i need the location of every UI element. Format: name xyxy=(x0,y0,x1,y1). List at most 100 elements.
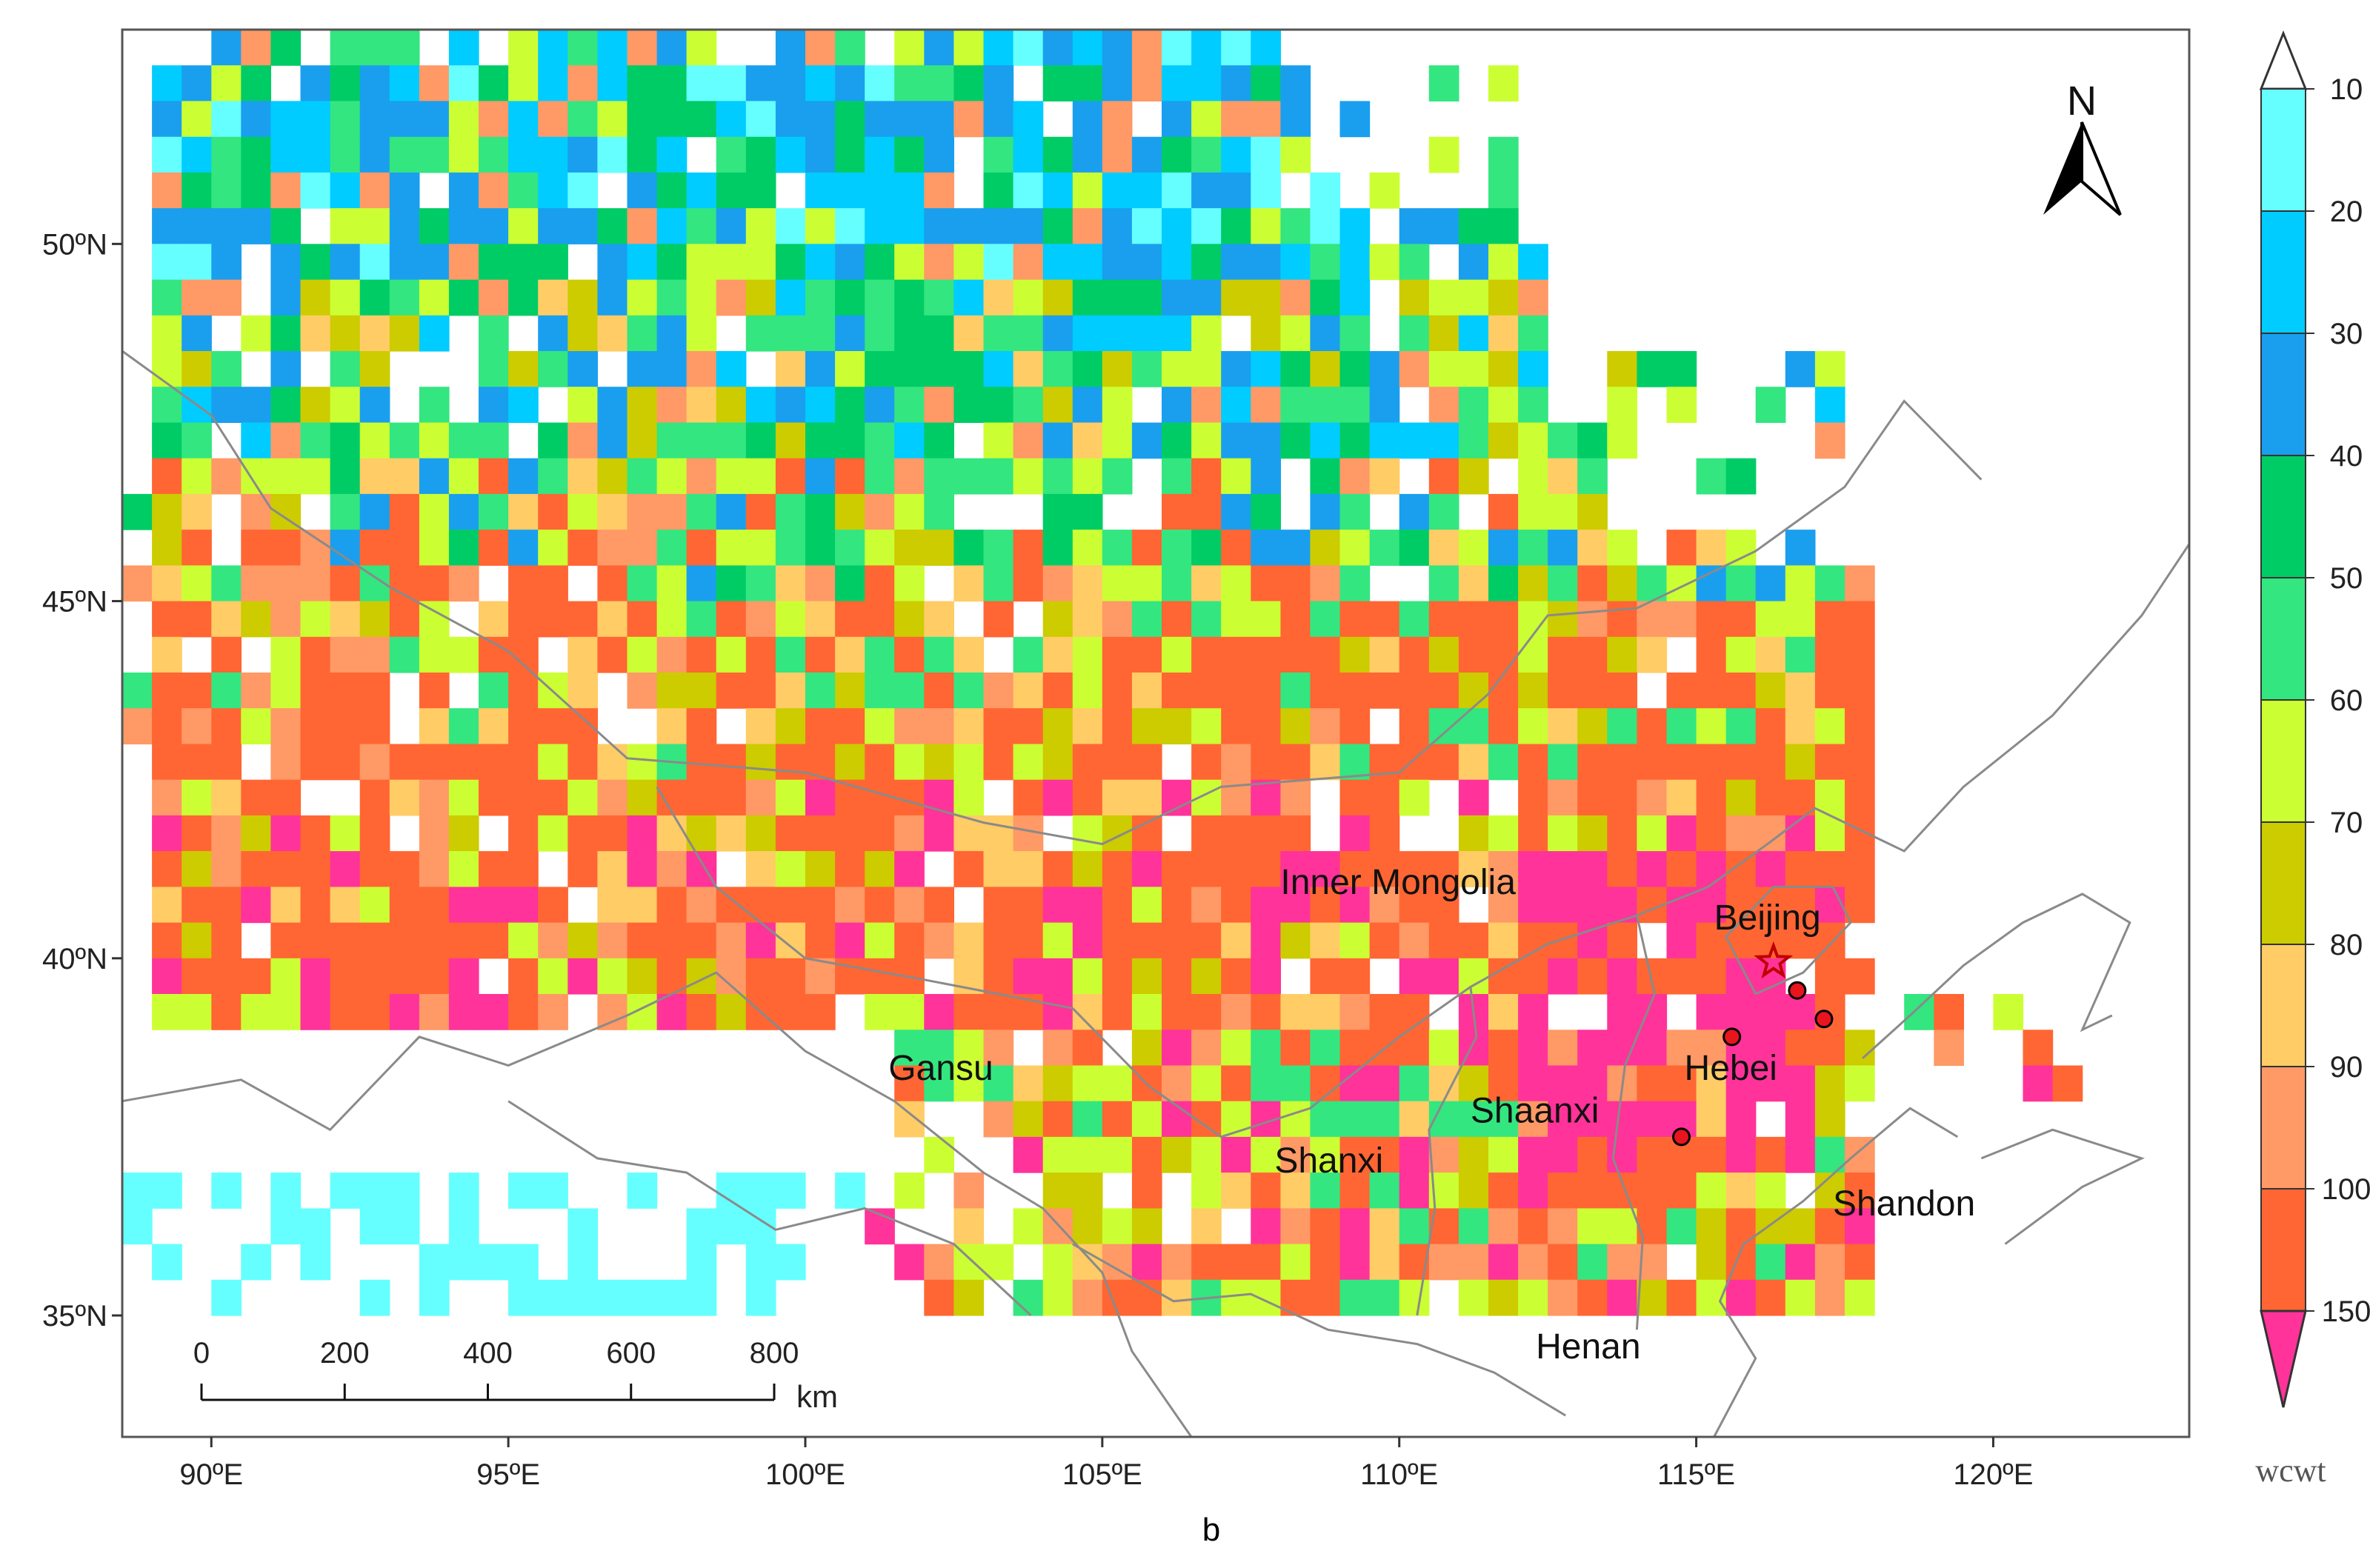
heatmap-cell xyxy=(211,279,242,316)
heatmap-cell xyxy=(1072,601,1103,638)
heatmap-cell xyxy=(1577,530,1608,566)
heatmap-cell xyxy=(1162,958,1192,995)
heatmap-cell xyxy=(1102,565,1133,602)
heatmap-cell xyxy=(745,530,776,566)
heatmap-cell xyxy=(152,636,182,673)
heatmap-cell xyxy=(1221,887,1251,924)
heatmap-cell xyxy=(1162,458,1192,495)
heatmap-cell xyxy=(656,1279,688,1316)
heatmap-cell xyxy=(805,458,836,495)
scale-bar-unit: km xyxy=(796,1379,838,1414)
heatmap-cell xyxy=(448,458,479,495)
heatmap-cell xyxy=(359,493,390,530)
heatmap-cell xyxy=(567,101,598,138)
heatmap-cell xyxy=(1042,708,1074,744)
heatmap-cell xyxy=(1428,136,1459,173)
heatmap-cell xyxy=(1162,601,1192,638)
heatmap-cell xyxy=(745,244,776,281)
heatmap-cell xyxy=(656,601,688,638)
heatmap-cell xyxy=(745,601,776,638)
heatmap-cell xyxy=(567,30,598,66)
heatmap-cell xyxy=(419,887,450,924)
heatmap-cell xyxy=(1666,1279,1697,1316)
heatmap-cell xyxy=(1666,779,1697,816)
heatmap-cell xyxy=(1339,1244,1371,1281)
heatmap-cell xyxy=(805,994,836,1030)
heatmap-cell xyxy=(1577,565,1608,602)
heatmap-cell xyxy=(419,387,450,423)
heatmap-cell xyxy=(1162,1244,1192,1281)
heatmap-cell xyxy=(211,636,242,673)
heatmap-cell xyxy=(1428,351,1459,387)
heatmap-cell xyxy=(1072,1279,1103,1316)
heatmap-cell xyxy=(448,1208,479,1245)
heatmap-cell xyxy=(835,851,865,887)
heatmap-cell xyxy=(1013,779,1044,816)
north-arrow-label: N xyxy=(2067,77,2097,124)
heatmap-cell xyxy=(389,958,420,995)
heatmap-cell xyxy=(211,851,242,887)
heatmap-cell xyxy=(359,994,390,1030)
heatmap-cell xyxy=(1251,958,1281,995)
heatmap-cell xyxy=(835,493,865,530)
heatmap-cell xyxy=(983,958,1014,995)
heatmap-cell xyxy=(1310,601,1341,638)
heatmap-cell xyxy=(479,315,509,352)
heatmap-cell xyxy=(270,351,302,387)
heatmap-cell xyxy=(745,136,776,173)
heatmap-cell xyxy=(1251,136,1281,173)
heatmap-cell xyxy=(1251,887,1281,924)
heatmap-cell xyxy=(894,779,925,816)
colorbar-box xyxy=(2260,1066,2306,1190)
heatmap-cell xyxy=(567,744,598,781)
heatmap-cell xyxy=(597,994,628,1030)
heatmap-cell xyxy=(775,244,806,281)
heatmap-cell xyxy=(805,851,836,887)
heatmap-cell xyxy=(1399,208,1430,244)
heatmap-cell xyxy=(686,172,717,209)
heatmap-cell xyxy=(745,65,776,101)
heatmap-cell xyxy=(1458,530,1489,566)
heatmap-cell xyxy=(716,493,747,530)
heatmap-cell xyxy=(894,172,925,209)
heatmap-cell xyxy=(656,387,688,423)
heatmap-cell xyxy=(1696,1172,1727,1209)
heatmap-cell xyxy=(627,887,658,924)
heatmap-cell xyxy=(1934,1030,1964,1067)
heatmap-cell xyxy=(983,279,1014,316)
heatmap-cell xyxy=(1310,1208,1341,1245)
heatmap-cell xyxy=(805,101,836,138)
heatmap-cell xyxy=(1072,1136,1103,1173)
heatmap-cell xyxy=(1339,636,1371,673)
north-arrow: N xyxy=(2043,77,2122,216)
heatmap-cell xyxy=(1548,779,1578,816)
heatmap-cell xyxy=(1013,458,1044,495)
heatmap-cell xyxy=(152,279,182,316)
heatmap-cell xyxy=(1072,101,1103,138)
heatmap-cell xyxy=(1042,1244,1074,1281)
heatmap-cell xyxy=(1102,994,1133,1030)
heatmap-cell xyxy=(1339,1136,1371,1173)
colorbar-box xyxy=(2260,577,2306,701)
heatmap-cell xyxy=(953,1279,985,1316)
heatmap-cell xyxy=(1162,636,1192,673)
heatmap-cell xyxy=(448,30,479,66)
heatmap-cell xyxy=(1339,673,1371,709)
heatmap-cell xyxy=(745,1244,776,1281)
lat-tick-label: 50ºN xyxy=(42,228,107,261)
heatmap-cell xyxy=(152,851,182,887)
heatmap-cell xyxy=(805,351,836,387)
heatmap-cell xyxy=(1339,351,1371,387)
heatmap-cell xyxy=(865,922,895,959)
heatmap-cell xyxy=(300,1244,331,1281)
heatmap-cell xyxy=(1072,1101,1103,1138)
heatmap-cell xyxy=(330,244,361,281)
heatmap-cell xyxy=(300,315,331,352)
heatmap-cell xyxy=(983,30,1014,66)
heatmap-cell xyxy=(894,387,925,423)
heatmap-cell xyxy=(1458,1136,1489,1173)
heatmap-cell xyxy=(1488,136,1519,173)
heatmap-cell xyxy=(775,422,806,459)
heatmap-cell xyxy=(419,708,450,744)
colorbar-box xyxy=(2260,333,2306,456)
